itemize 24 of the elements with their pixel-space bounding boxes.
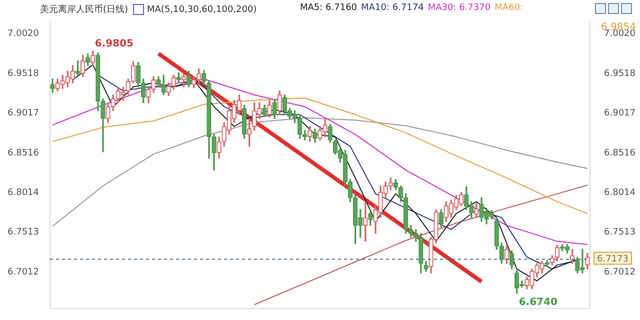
- y-tick-label: 6.8516: [8, 148, 40, 158]
- text: MA60:: [494, 3, 523, 13]
- text: MA30: 6.7370: [428, 3, 491, 13]
- y2-tick-label: 6.7012: [604, 267, 636, 278]
- text: MA10: 6.7174: [361, 3, 424, 13]
- annotation: 6.9805: [94, 38, 134, 50]
- y2-tick-label: 6.7513: [604, 228, 636, 238]
- candlestick: [363, 201, 368, 242]
- chart-title: 美元离岸人民币(日线): [40, 4, 128, 16]
- y-tick-label: 6.7513: [8, 228, 39, 238]
- y2-tick-label: 7.0020: [604, 29, 636, 40]
- y2-tick-label: 6.8516: [604, 148, 636, 158]
- y2-tick-label: 6.9017: [604, 108, 636, 119]
- ref-line-label: 6.7173: [597, 254, 628, 265]
- y-tick-label: 7.0020: [8, 29, 40, 40]
- text: MA5: 6.7160: [300, 3, 358, 13]
- text: MA(5,10,30,60,100,200): [147, 4, 257, 14]
- y2-tick-label: 6.9518: [604, 68, 636, 79]
- annotation: 6.6740: [518, 297, 558, 308]
- y2-tick-label: 6.8014: [604, 188, 636, 198]
- y-tick-label: 6.8014: [8, 188, 40, 198]
- y-tick-label: 6.7012: [8, 267, 39, 278]
- y-tick-label: 6.9017: [8, 108, 39, 119]
- y-tick-label: 6.9518: [8, 68, 40, 79]
